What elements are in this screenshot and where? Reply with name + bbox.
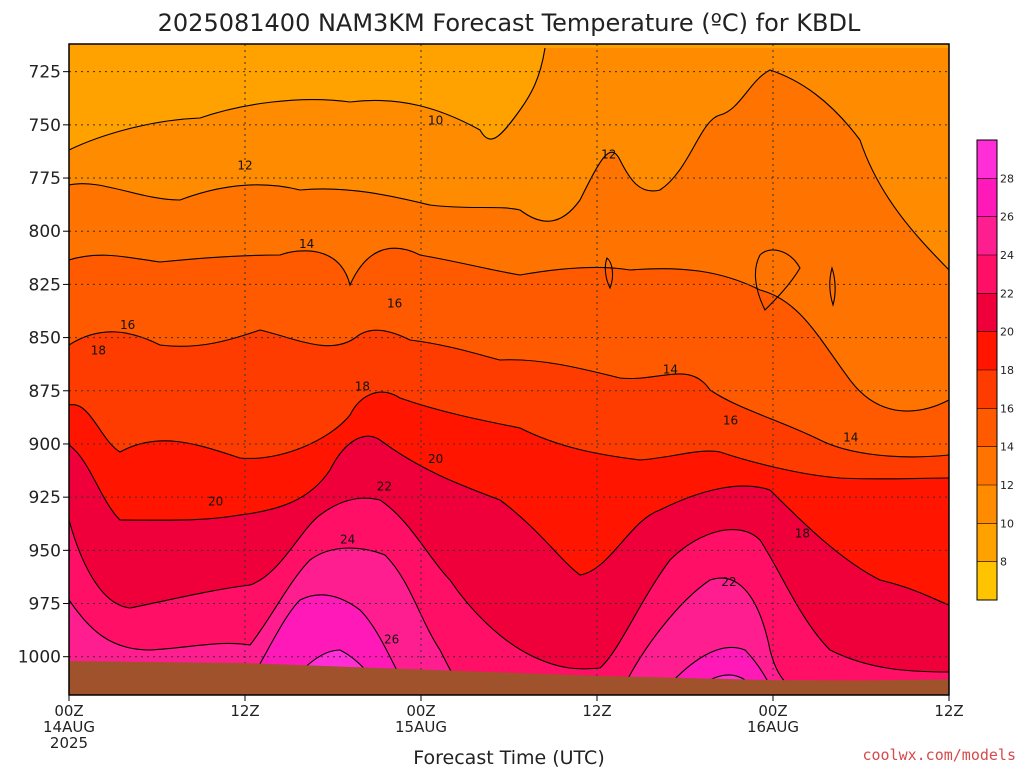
y-tick-label: 875 (29, 382, 61, 402)
contour-labels: 10 12 12 14 14 14 16 16 16 18 18 18 20 20 22 22 24 26 (91, 114, 859, 647)
colorbar-tick-label: 8 (1000, 556, 1007, 569)
colorbar-swatch (977, 523, 997, 562)
contour-island-12-b (604, 257, 614, 290)
colorbar-swatch (977, 293, 997, 332)
colorbar-swatch (977, 446, 997, 485)
y-axis: 725 750 775 800 825 850 875 900 925 950 975 1000 (18, 63, 69, 668)
colorbar-swatch (977, 216, 997, 255)
ground-surface (69, 661, 949, 695)
colorbar-swatch (977, 140, 997, 179)
x-tick-label: 2025 (50, 734, 88, 752)
x-tick-label: 15AUG (395, 718, 447, 736)
contour-label: 26 (384, 633, 399, 647)
pressure-gridlines (69, 71, 949, 658)
chart-title: 2025081400 NAM3KM Forecast Temperature (… (158, 9, 861, 37)
colorbar-tick-label: 24 (1000, 249, 1014, 262)
contour-10 (69, 47, 546, 151)
colorbar-swatch (977, 370, 997, 409)
contour-label: 20 (428, 452, 443, 466)
contour-12 (69, 69, 949, 271)
y-tick-label: 925 (29, 488, 61, 508)
contour-label: 12 (601, 148, 616, 162)
colorbar-tick-label: 16 (1000, 402, 1014, 415)
colorbar-swatch (977, 331, 997, 370)
y-tick-label: 750 (29, 116, 61, 136)
contour-label: 12 (237, 158, 252, 172)
contour-label: 14 (843, 431, 858, 445)
colorbar-tick-label: 20 (1000, 326, 1014, 339)
x-tick-label: 12Z (934, 702, 963, 720)
contour-label: 20 (208, 494, 223, 508)
contour-label: 14 (663, 363, 678, 377)
contour-island-12-a (754, 249, 801, 311)
colorbar-tick-label: 26 (1000, 211, 1014, 224)
contour-label: 16 (387, 297, 402, 311)
x-tick-label: 00Z (406, 702, 435, 720)
contour-label: 18 (795, 526, 810, 540)
colorbar-tick-label: 12 (1000, 479, 1014, 492)
contour-label: 14 (299, 237, 314, 251)
contour-20 (69, 435, 949, 606)
colorbar-swatch (977, 255, 997, 294)
band-24-26 (69, 548, 820, 695)
colorbar-swatch (977, 408, 997, 447)
contour-label: 18 (91, 343, 106, 357)
colorbar-tick-label: 28 (1000, 172, 1014, 185)
contour-label: 24 (340, 533, 355, 547)
x-axis-label: Forecast Time (UTC) (413, 747, 604, 768)
plot-area: 10 12 12 14 14 14 16 16 16 18 18 18 20 20 22 22 24 26 (69, 44, 949, 695)
credit-text: coolwx.com/models (862, 746, 1016, 764)
y-tick-label: 900 (29, 435, 61, 455)
plot-frame (68, 43, 950, 696)
contour-22 (69, 497, 949, 673)
y-tick-label: 950 (29, 541, 61, 561)
x-tick-label: 16AUG (747, 718, 799, 736)
y-tick-label: 975 (29, 595, 61, 615)
colorbar-swatch (977, 561, 997, 600)
time-gridlines (244, 44, 774, 695)
colorbar-swatch (977, 485, 997, 524)
y-tick-label: 800 (29, 222, 61, 242)
contour-label: 10 (428, 114, 443, 128)
contour-label: 22 (377, 480, 392, 494)
colorbar: 8 10 12 14 16 18 20 22 24 26 28 (976, 139, 1014, 601)
contour-16 (69, 329, 949, 458)
contour-island-12-c (829, 266, 836, 307)
contour-label: 16 (120, 318, 135, 332)
x-tick-label: 12Z (230, 702, 259, 720)
contour-label: 18 (355, 380, 370, 394)
colorbar-swatch (977, 178, 997, 217)
colorbar-tick-label: 18 (1000, 364, 1014, 377)
x-tick-label: 00Z (758, 702, 787, 720)
y-tick-label: 775 (29, 169, 61, 189)
x-tick-label: 00Z (54, 702, 83, 720)
x-tick-label: 12Z (582, 702, 611, 720)
y-tick-label: 850 (29, 329, 61, 349)
contour-label: 22 (721, 575, 736, 589)
y-tick-label: 1000 (18, 648, 61, 668)
colorbar-tick-label: 10 (1000, 517, 1014, 530)
colorbar-tick-label: 14 (1000, 441, 1014, 454)
x-tick-label: 14AUG (43, 718, 95, 736)
y-tick-label: 825 (29, 275, 61, 295)
contour-label: 16 (723, 414, 738, 428)
contour-14 (69, 247, 949, 412)
y-tick-label: 725 (29, 63, 61, 83)
contour-18 (69, 391, 949, 480)
colorbar-tick-label: 22 (1000, 287, 1014, 300)
